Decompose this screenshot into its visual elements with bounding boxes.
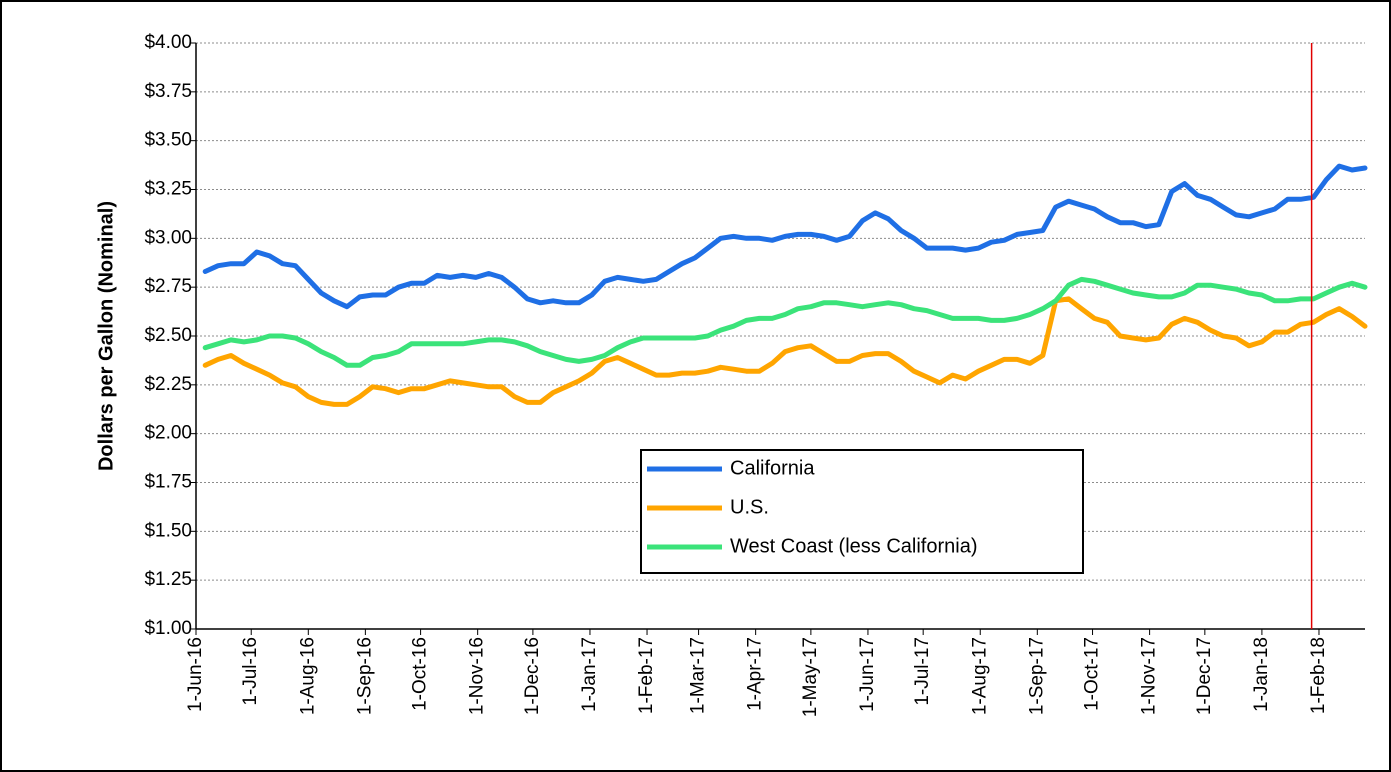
x-tick-label: 1-Jun-17: [857, 637, 878, 712]
x-tick-label: 1-Feb-18: [1308, 637, 1329, 714]
x-tick-label: 1-May-17: [800, 637, 821, 717]
x-tick-label: 1-Oct-16: [410, 637, 431, 711]
y-tick-label: $3.75: [144, 81, 192, 102]
x-tick-label: 1-Oct-17: [1082, 637, 1103, 711]
legend-label: California: [730, 457, 815, 479]
x-tick-label: 1-Jan-17: [579, 637, 600, 712]
x-tick-label: 1-Feb-17: [636, 637, 657, 714]
series-line: [202, 276, 1368, 368]
y-tick-label: $2.75: [144, 276, 192, 297]
legend-label: West Coast (less California): [730, 535, 977, 557]
axes: $1.00 $1.25 $1.50 $1.75 $2.00 $2.25 $2.50 $2.75…: [144, 32, 1365, 717]
x-tick-label: 1-Nov-16: [467, 637, 488, 715]
y-tick-label: $4.00: [144, 32, 192, 53]
x-tick-label: 1-Mar-17: [688, 637, 709, 714]
x-tick-label: 1-Jun-16: [185, 637, 206, 712]
x-tick-label: 1-Sep-17: [1026, 637, 1047, 715]
series-lines: [202, 43, 1368, 629]
y-tick-label: $1.25: [144, 569, 192, 590]
y-tick-label: $1.50: [144, 520, 192, 541]
y-tick-label: $2.50: [144, 325, 192, 346]
x-tick-label: 1-Dec-17: [1194, 637, 1215, 715]
y-tick-label: $3.50: [144, 130, 192, 151]
x-tick-label: 1-Jul-16: [240, 637, 261, 706]
x-tick-label: 1-Aug-16: [297, 637, 318, 715]
legend: California U.S. West Coast (less Californi…: [640, 449, 1084, 574]
x-tick-label: 1-Sep-16: [354, 637, 375, 715]
x-tick-label: 1-Jul-17: [912, 637, 933, 706]
x-tick-label: 1-Aug-17: [969, 637, 990, 715]
y-tick-label: $1.75: [144, 472, 192, 493]
legend-label: U.S.: [730, 496, 769, 518]
y-tick-label: $2.25: [144, 374, 192, 395]
x-tick-label: 1-Dec-16: [522, 637, 543, 715]
x-tick-label: 1-Apr-17: [745, 637, 766, 711]
x-tick-label: 1-Nov-17: [1139, 637, 1160, 715]
y-tick-label: $2.00: [144, 423, 192, 444]
y-tick-label: $3.00: [144, 227, 192, 248]
y-tick-label: $3.25: [144, 179, 192, 200]
y-tick-label: $1.00: [144, 618, 192, 639]
x-tick-label: 1-Jan-18: [1251, 637, 1272, 712]
series-line: [202, 296, 1368, 407]
y-axis-title: Dollars per Gallon (Nominal): [95, 201, 117, 471]
series-line: [202, 163, 1368, 310]
